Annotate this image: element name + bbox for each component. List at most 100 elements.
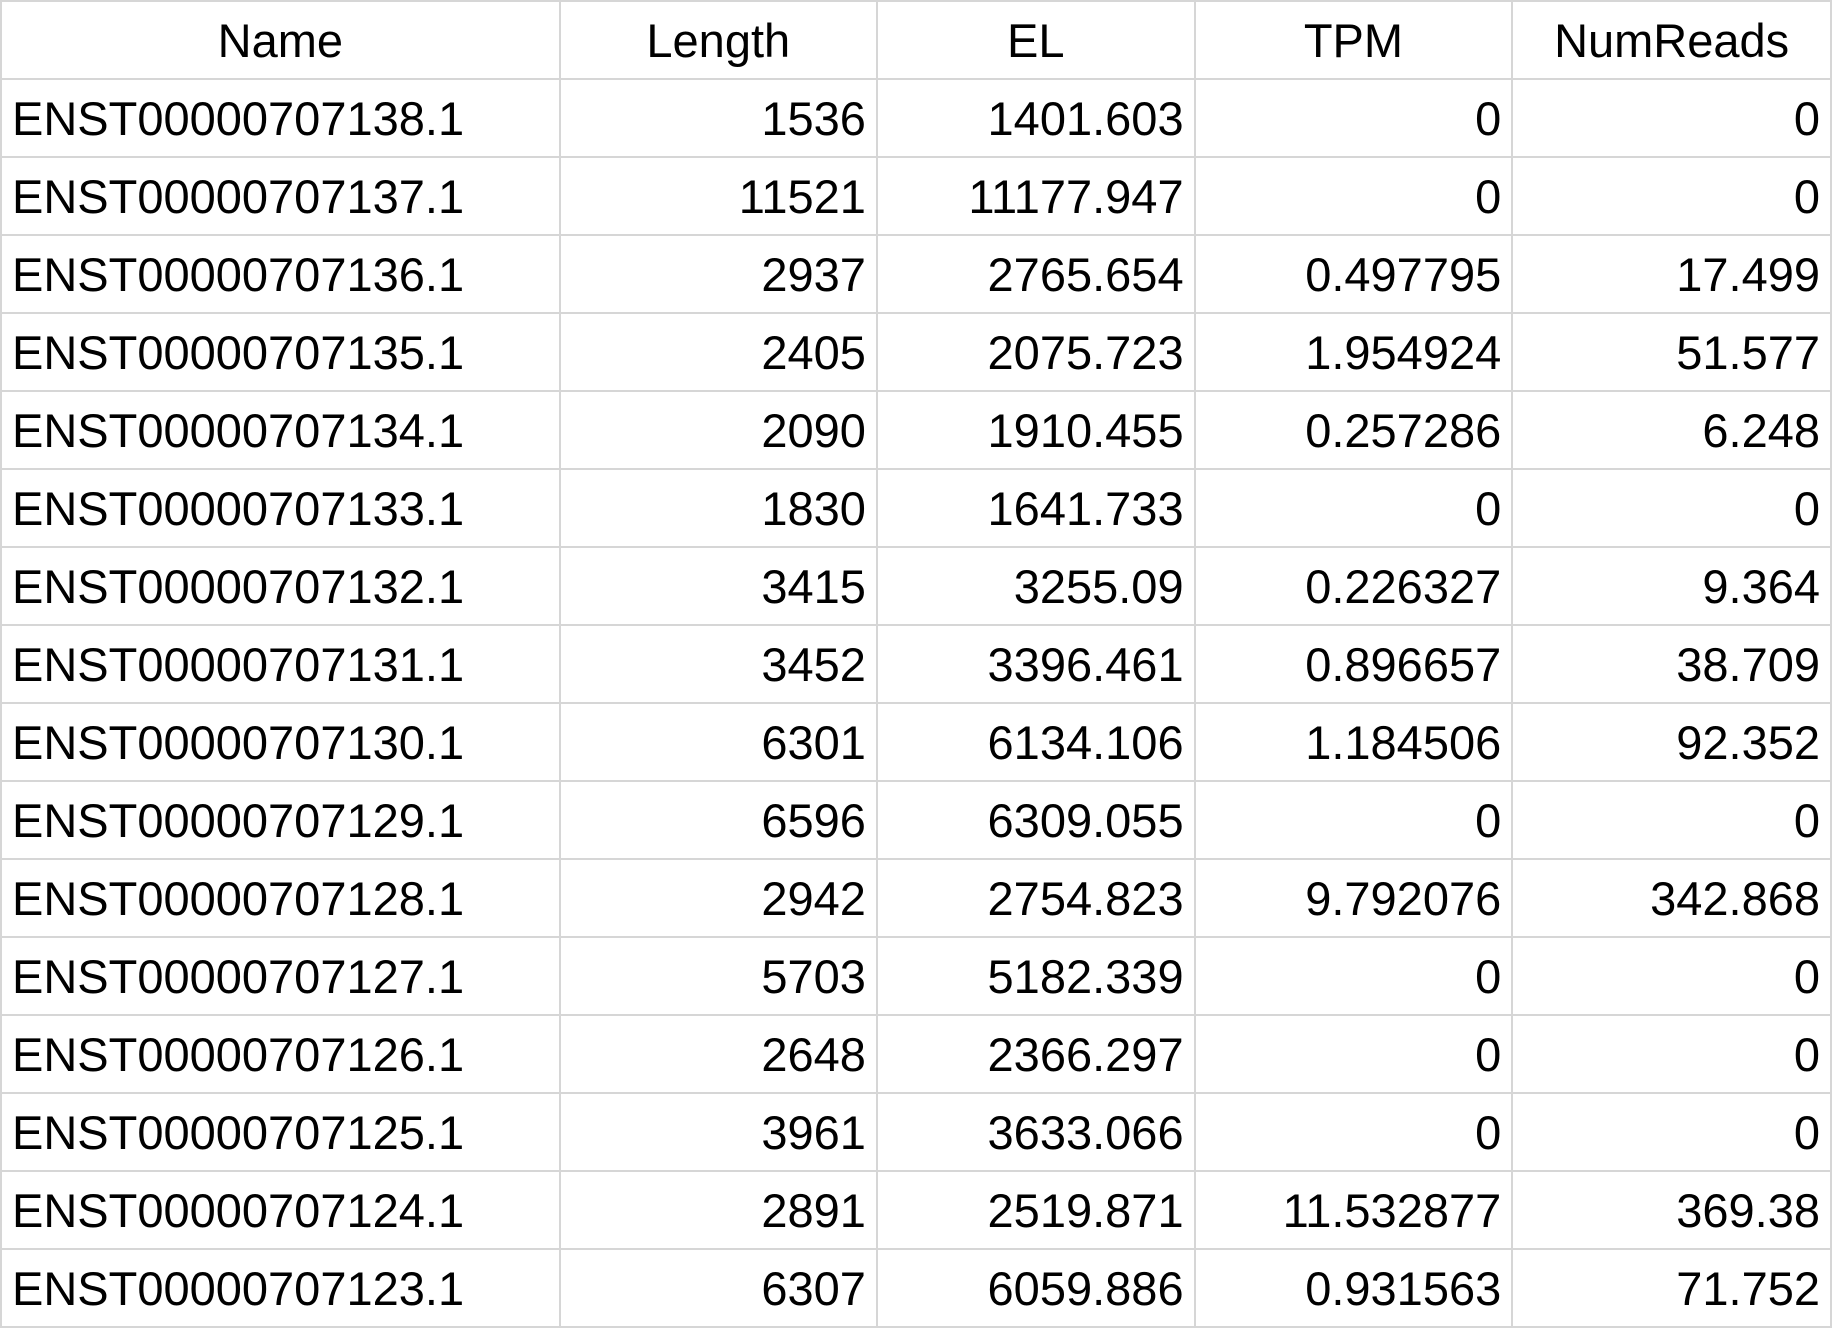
cell-tpm[interactable]: 0 bbox=[1193, 468, 1514, 548]
cell-el[interactable]: 11177.947 bbox=[875, 156, 1196, 236]
cell-length[interactable]: 3415 bbox=[558, 546, 878, 626]
cell-tpm[interactable]: 0.497795 bbox=[1193, 234, 1514, 314]
table-row: ENST00000707124.1 2891 2519.871 11.532877 36… bbox=[0, 1170, 1832, 1250]
cell-name[interactable]: ENST00000707136.1 bbox=[0, 234, 561, 314]
table-row: ENST00000707123.1 6307 6059.886 0.931563 71.… bbox=[0, 1248, 1832, 1328]
cell-el[interactable]: 1641.733 bbox=[875, 468, 1196, 548]
cell-length[interactable]: 6307 bbox=[558, 1248, 878, 1328]
cell-el[interactable]: 2765.654 bbox=[875, 234, 1196, 314]
cell-name[interactable]: ENST00000707124.1 bbox=[0, 1170, 561, 1250]
cell-numreads[interactable]: 38.709 bbox=[1511, 624, 1832, 704]
cell-tpm[interactable]: 0 bbox=[1193, 936, 1514, 1016]
cell-el[interactable]: 2075.723 bbox=[875, 312, 1196, 392]
cell-numreads[interactable]: 369.38 bbox=[1511, 1170, 1832, 1250]
cell-el[interactable]: 1910.455 bbox=[875, 390, 1196, 470]
cell-el[interactable]: 2366.297 bbox=[875, 1014, 1196, 1094]
cell-el[interactable]: 2754.823 bbox=[875, 858, 1196, 938]
cell-name[interactable]: ENST00000707123.1 bbox=[0, 1248, 561, 1328]
cell-numreads[interactable]: 0 bbox=[1511, 78, 1832, 158]
cell-name[interactable]: ENST00000707130.1 bbox=[0, 702, 561, 782]
cell-name[interactable]: ENST00000707135.1 bbox=[0, 312, 561, 392]
cell-el[interactable]: 6059.886 bbox=[875, 1248, 1196, 1328]
cell-el[interactable]: 6134.106 bbox=[875, 702, 1196, 782]
cell-numreads[interactable]: 9.364 bbox=[1511, 546, 1832, 626]
cell-numreads[interactable]: 6.248 bbox=[1511, 390, 1832, 470]
cell-tpm[interactable]: 1.184506 bbox=[1193, 702, 1514, 782]
header-length[interactable]: Length bbox=[558, 0, 878, 80]
cell-length[interactable]: 2891 bbox=[558, 1170, 878, 1250]
table-row: ENST00000707132.1 3415 3255.09 0.226327 9.36… bbox=[0, 546, 1832, 626]
cell-name[interactable]: ENST00000707138.1 bbox=[0, 78, 561, 158]
cell-numreads[interactable]: 0 bbox=[1511, 1092, 1832, 1172]
cell-length[interactable]: 6301 bbox=[558, 702, 878, 782]
cell-tpm[interactable]: 0.931563 bbox=[1193, 1248, 1514, 1328]
cell-name[interactable]: ENST00000707133.1 bbox=[0, 468, 561, 548]
cell-name[interactable]: ENST00000707127.1 bbox=[0, 936, 561, 1016]
cell-el[interactable]: 3255.09 bbox=[875, 546, 1196, 626]
table-row: ENST00000707128.1 2942 2754.823 9.792076 342… bbox=[0, 858, 1832, 938]
cell-numreads[interactable]: 0 bbox=[1511, 1014, 1832, 1094]
cell-name[interactable]: ENST00000707126.1 bbox=[0, 1014, 561, 1094]
table-row: ENST00000707133.1 1830 1641.733 0 0 bbox=[0, 468, 1832, 548]
cell-el[interactable]: 3396.461 bbox=[875, 624, 1196, 704]
cell-name[interactable]: ENST00000707129.1 bbox=[0, 780, 561, 860]
cell-tpm[interactable]: 11.532877 bbox=[1193, 1170, 1514, 1250]
cell-name[interactable]: ENST00000707134.1 bbox=[0, 390, 561, 470]
cell-tpm[interactable]: 0 bbox=[1193, 1092, 1514, 1172]
cell-length[interactable]: 2090 bbox=[558, 390, 878, 470]
cell-name[interactable]: ENST00000707125.1 bbox=[0, 1092, 561, 1172]
cell-numreads[interactable]: 17.499 bbox=[1511, 234, 1832, 314]
cell-el[interactable]: 6309.055 bbox=[875, 780, 1196, 860]
cell-length[interactable]: 3452 bbox=[558, 624, 878, 704]
cell-el[interactable]: 5182.339 bbox=[875, 936, 1196, 1016]
cell-length[interactable]: 11521 bbox=[558, 156, 878, 236]
table-row: ENST00000707127.1 5703 5182.339 0 0 bbox=[0, 936, 1832, 1016]
table-row: ENST00000707126.1 2648 2366.297 0 0 bbox=[0, 1014, 1832, 1094]
cell-numreads[interactable]: 0 bbox=[1511, 156, 1832, 236]
cell-length[interactable]: 3961 bbox=[558, 1092, 878, 1172]
cell-numreads[interactable]: 51.577 bbox=[1511, 312, 1832, 392]
cell-numreads[interactable]: 92.352 bbox=[1511, 702, 1832, 782]
table-row: ENST00000707135.1 2405 2075.723 1.954924 51.… bbox=[0, 312, 1832, 392]
cell-length[interactable]: 2405 bbox=[558, 312, 878, 392]
cell-length[interactable]: 2942 bbox=[558, 858, 878, 938]
cell-numreads[interactable]: 0 bbox=[1511, 468, 1832, 548]
table-row: ENST00000707136.1 2937 2765.654 0.497795 17.… bbox=[0, 234, 1832, 314]
cell-numreads[interactable]: 0 bbox=[1511, 936, 1832, 1016]
table-row: ENST00000707129.1 6596 6309.055 0 0 bbox=[0, 780, 1832, 860]
cell-name[interactable]: ENST00000707128.1 bbox=[0, 858, 561, 938]
header-tpm[interactable]: TPM bbox=[1193, 0, 1514, 80]
cell-numreads[interactable]: 0 bbox=[1511, 780, 1832, 860]
cell-el[interactable]: 3633.066 bbox=[875, 1092, 1196, 1172]
cell-tpm[interactable]: 0 bbox=[1193, 780, 1514, 860]
header-el[interactable]: EL bbox=[875, 0, 1196, 80]
cell-length[interactable]: 2648 bbox=[558, 1014, 878, 1094]
cell-name[interactable]: ENST00000707131.1 bbox=[0, 624, 561, 704]
cell-tpm[interactable]: 0.257286 bbox=[1193, 390, 1514, 470]
cell-length[interactable]: 2937 bbox=[558, 234, 878, 314]
header-numreads[interactable]: NumReads bbox=[1511, 0, 1832, 80]
cell-numreads[interactable]: 342.868 bbox=[1511, 858, 1832, 938]
header-name[interactable]: Name bbox=[0, 0, 561, 80]
cell-name[interactable]: ENST00000707137.1 bbox=[0, 156, 561, 236]
cell-length[interactable]: 5703 bbox=[558, 936, 878, 1016]
cell-el[interactable]: 1401.603 bbox=[875, 78, 1196, 158]
table-row: ENST00000707138.1 1536 1401.603 0 0 bbox=[0, 78, 1832, 158]
cell-tpm[interactable]: 0.896657 bbox=[1193, 624, 1514, 704]
table-row: ENST00000707125.1 3961 3633.066 0 0 bbox=[0, 1092, 1832, 1172]
cell-tpm[interactable]: 0 bbox=[1193, 1014, 1514, 1094]
cell-tpm[interactable]: 0 bbox=[1193, 156, 1514, 236]
cell-numreads[interactable]: 71.752 bbox=[1511, 1248, 1832, 1328]
cell-name[interactable]: ENST00000707132.1 bbox=[0, 546, 561, 626]
cell-length[interactable]: 1536 bbox=[558, 78, 878, 158]
cell-tpm[interactable]: 0.226327 bbox=[1193, 546, 1514, 626]
cell-tpm[interactable]: 0 bbox=[1193, 78, 1514, 158]
cell-el[interactable]: 2519.871 bbox=[875, 1170, 1196, 1250]
cell-length[interactable]: 6596 bbox=[558, 780, 878, 860]
cell-tpm[interactable]: 1.954924 bbox=[1193, 312, 1514, 392]
cell-length[interactable]: 1830 bbox=[558, 468, 878, 548]
table-body: ENST00000707138.1 1536 1401.603 0 0 ENST00000… bbox=[0, 78, 1832, 1328]
cell-tpm[interactable]: 9.792076 bbox=[1193, 858, 1514, 938]
